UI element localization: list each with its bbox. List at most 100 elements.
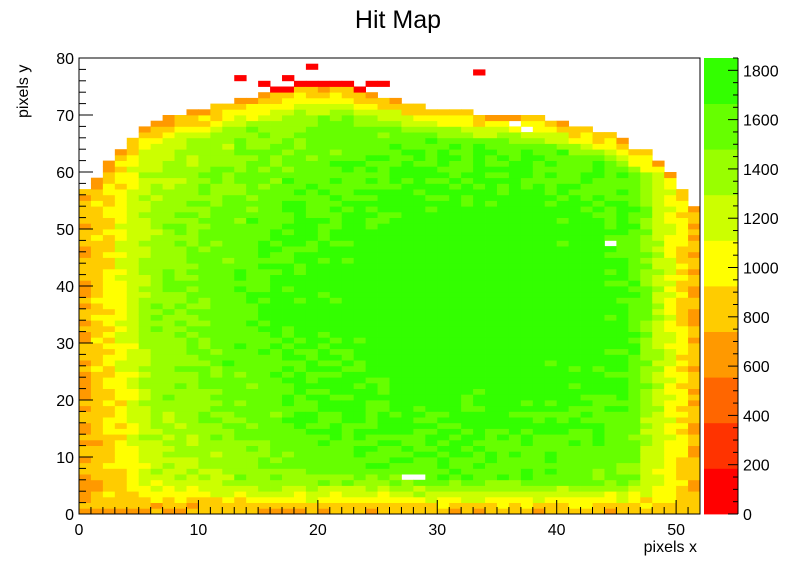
heatmap-cell [305, 474, 319, 481]
heatmap-cell [305, 508, 319, 515]
heatmap-cell [389, 109, 402, 116]
heatmap-cell [437, 166, 450, 173]
heatmap-cell [544, 451, 558, 458]
heatmap-cell [317, 308, 331, 315]
heatmap-cell [234, 274, 247, 281]
heatmap-cell [126, 229, 140, 236]
heatmap-cell [652, 325, 665, 332]
heatmap-cell [676, 365, 689, 372]
heatmap-cell [413, 411, 426, 418]
heatmap-cell [389, 388, 402, 395]
heatmap-cell [401, 451, 414, 458]
heatmap-cell [413, 502, 426, 509]
heatmap-cell [461, 251, 474, 258]
heatmap-cell [198, 331, 211, 338]
heatmap-cell [580, 166, 593, 173]
heatmap-cell [496, 234, 510, 241]
heatmap-cell [234, 217, 247, 224]
heatmap-cell [102, 451, 116, 458]
heatmap-cell [496, 166, 510, 173]
heatmap-cell [461, 428, 474, 435]
heatmap-cell [664, 485, 677, 492]
heatmap-cell [473, 286, 486, 293]
heatmap-cell [544, 457, 558, 464]
heatmap-cell [664, 308, 677, 315]
heatmap-cell [473, 354, 486, 361]
heatmap-cell [186, 508, 199, 515]
heatmap-cell [532, 189, 546, 196]
heatmap-cell [305, 160, 319, 167]
heatmap-cell [329, 325, 343, 332]
heatmap-cell [317, 297, 331, 304]
heatmap-cell [485, 474, 498, 481]
heatmap-cell [365, 177, 378, 184]
heatmap-cell [138, 491, 152, 498]
heatmap-cell [186, 331, 199, 338]
heatmap-cell [580, 400, 593, 407]
heatmap-cell [401, 251, 414, 258]
heatmap-cell [90, 263, 104, 270]
heatmap-cell [401, 314, 414, 321]
heatmap-cell [270, 417, 283, 424]
heatmap-cell [688, 451, 701, 458]
heatmap-cell [282, 474, 295, 481]
heatmap-cell [317, 183, 331, 190]
heatmap-cell [138, 377, 152, 384]
heatmap-cell [508, 234, 522, 241]
heatmap-cell [258, 343, 271, 350]
heatmap-cell [317, 502, 331, 509]
heatmap-cell [389, 286, 402, 293]
heatmap-cell [520, 360, 534, 367]
heatmap-cell [532, 314, 546, 321]
heatmap-cell [592, 154, 605, 161]
heatmap-cell [282, 394, 295, 401]
heatmap-cell [676, 428, 689, 435]
heatmap-cell [616, 343, 629, 350]
heatmap-cell [604, 246, 617, 253]
heatmap-cell [114, 320, 128, 327]
heatmap-cell [258, 126, 271, 133]
heatmap-cell [616, 274, 629, 281]
heatmap-cell [616, 194, 629, 201]
heatmap-cell [532, 451, 546, 458]
heatmap-cell [413, 365, 426, 372]
heatmap-cell [532, 183, 546, 190]
heatmap-cell [234, 445, 247, 452]
heatmap-cell [688, 268, 701, 275]
heatmap-cell [413, 206, 426, 213]
heatmap-cell [234, 411, 247, 418]
heatmap-cell [616, 183, 629, 190]
heatmap-cell [150, 200, 163, 207]
heatmap-cell [461, 348, 474, 355]
heatmap-cell [556, 439, 570, 446]
heatmap-cell [520, 496, 534, 503]
heatmap-cell [413, 457, 426, 464]
heatmap-cell [246, 360, 259, 367]
heatmap-cell [341, 274, 355, 281]
heatmap-cell [413, 149, 426, 156]
heatmap-cell [150, 496, 163, 503]
heatmap-cell [461, 491, 474, 498]
heatmap-cell [604, 268, 617, 275]
heatmap-cell [496, 337, 510, 344]
heatmap-cell [676, 325, 689, 332]
heatmap-cell [293, 434, 307, 441]
heatmap-cell [90, 382, 104, 389]
heatmap-cell [425, 496, 438, 503]
heatmap-cell [592, 337, 605, 344]
heatmap-cell [508, 183, 522, 190]
heatmap-cell [174, 417, 187, 424]
heatmap-cell [210, 240, 223, 247]
heatmap-cell [174, 474, 187, 481]
heatmap-cell [508, 320, 522, 327]
heatmap-cell [317, 411, 331, 418]
heatmap-cell [688, 388, 701, 395]
heatmap-cell [377, 115, 390, 122]
heatmap-cell [437, 457, 450, 464]
heatmap-cell [162, 422, 175, 429]
heatmap-cell [508, 137, 522, 144]
heatmap-cell [162, 320, 175, 327]
heatmap-cell [449, 274, 462, 281]
heatmap-cell [473, 377, 486, 384]
y-tick-label: 0 [65, 507, 74, 524]
